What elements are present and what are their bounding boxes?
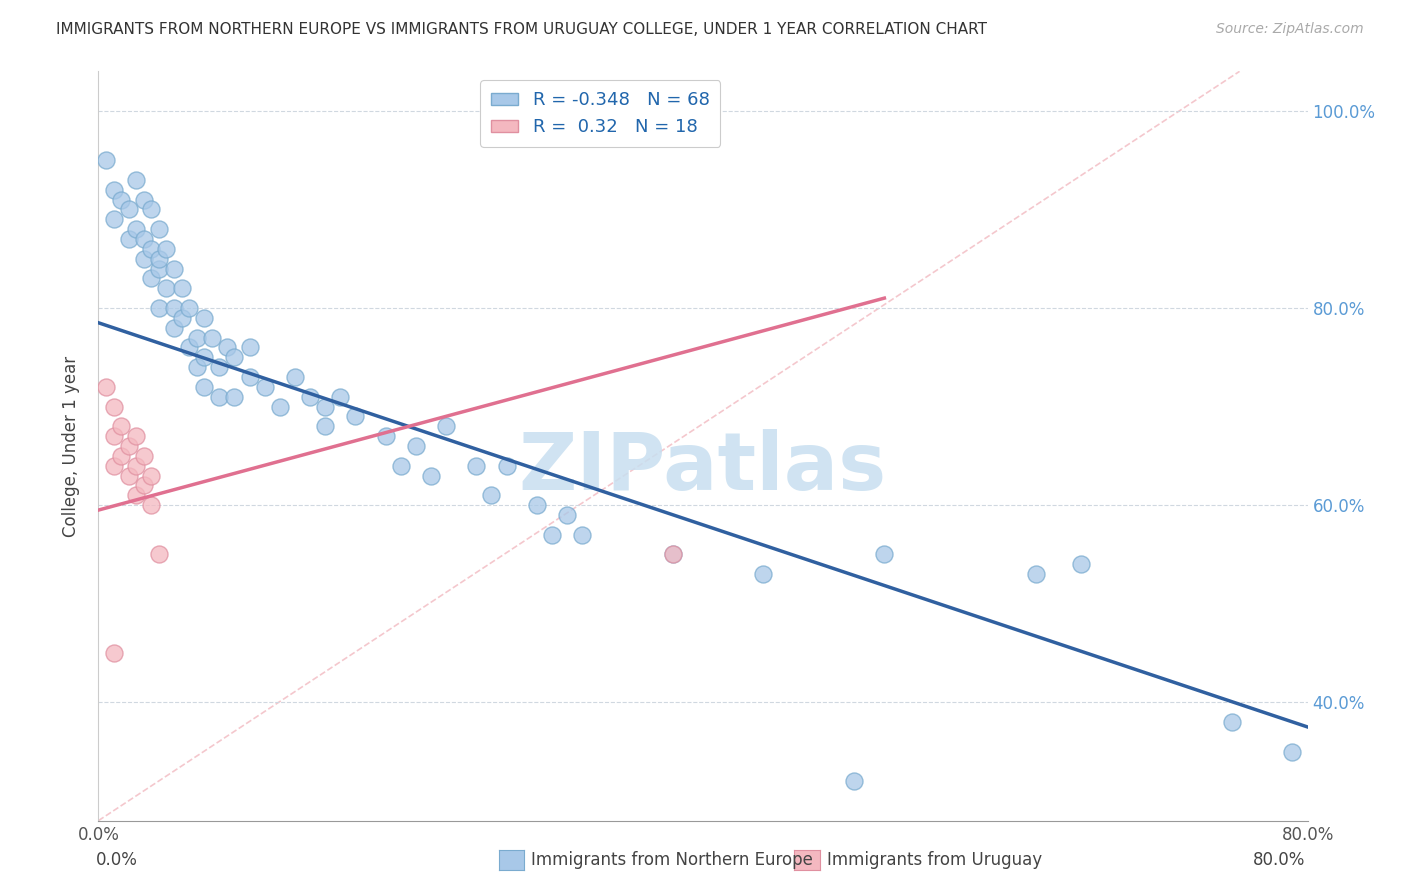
Point xyxy=(141,271,163,285)
Point xyxy=(179,301,201,315)
Point xyxy=(873,548,896,562)
Point xyxy=(110,419,132,434)
Point xyxy=(118,439,141,453)
Point xyxy=(125,458,148,473)
Point xyxy=(540,527,562,541)
Text: Source: ZipAtlas.com: Source: ZipAtlas.com xyxy=(1216,22,1364,37)
Point xyxy=(163,301,186,315)
Text: IMMIGRANTS FROM NORTHERN EUROPE VS IMMIGRANTS FROM URUGUAY COLLEGE, UNDER 1 YEAR: IMMIGRANTS FROM NORTHERN EUROPE VS IMMIG… xyxy=(56,22,987,37)
Point xyxy=(132,193,155,207)
Point xyxy=(170,281,193,295)
Point xyxy=(495,458,517,473)
Point xyxy=(141,202,163,217)
Point xyxy=(103,400,125,414)
Point xyxy=(239,340,262,354)
Point xyxy=(148,222,170,236)
Point xyxy=(526,498,548,512)
Point xyxy=(148,301,170,315)
Point xyxy=(179,340,201,354)
Point xyxy=(155,281,177,295)
Text: ZIPatlas: ZIPatlas xyxy=(519,429,887,508)
Point xyxy=(374,429,396,443)
Point xyxy=(141,468,163,483)
Point xyxy=(125,488,148,502)
Point xyxy=(193,380,215,394)
Y-axis label: College, Under 1 year: College, Under 1 year xyxy=(62,355,80,537)
Point xyxy=(314,400,336,414)
Point xyxy=(118,202,141,217)
Point xyxy=(269,400,291,414)
Point xyxy=(103,212,125,227)
Point xyxy=(110,193,132,207)
Point xyxy=(571,527,593,541)
Point xyxy=(481,488,503,502)
Point xyxy=(132,232,155,246)
Point xyxy=(132,252,155,266)
Point xyxy=(329,390,352,404)
Point xyxy=(186,330,208,344)
Point xyxy=(110,449,132,463)
Point xyxy=(163,261,186,276)
Point xyxy=(434,419,457,434)
Point xyxy=(186,360,208,375)
Point xyxy=(1281,745,1303,759)
Point xyxy=(148,252,170,266)
Point xyxy=(141,242,163,256)
Point xyxy=(125,173,148,187)
Point xyxy=(155,242,177,256)
Point xyxy=(148,261,170,276)
Point xyxy=(132,449,155,463)
Point xyxy=(344,409,367,424)
Point xyxy=(314,419,336,434)
Text: Immigrants from Uruguay: Immigrants from Uruguay xyxy=(827,851,1042,869)
Point xyxy=(224,390,246,404)
Point xyxy=(1220,714,1243,729)
Point xyxy=(193,351,215,365)
Point xyxy=(208,390,231,404)
Point xyxy=(103,429,125,443)
Point xyxy=(224,351,246,365)
Point xyxy=(661,548,683,562)
Text: Immigrants from Northern Europe: Immigrants from Northern Europe xyxy=(531,851,813,869)
Point xyxy=(103,646,125,660)
Text: 80.0%: 80.0% xyxy=(1253,851,1305,869)
Point xyxy=(163,320,186,334)
Point xyxy=(103,458,125,473)
Point xyxy=(94,153,117,167)
Point xyxy=(284,370,307,384)
Point xyxy=(752,567,775,582)
Point xyxy=(465,458,488,473)
Point xyxy=(208,360,231,375)
Point xyxy=(1070,558,1092,572)
Point xyxy=(420,468,443,483)
Point xyxy=(118,468,141,483)
Point xyxy=(132,478,155,492)
Point xyxy=(253,380,276,394)
Point xyxy=(94,380,117,394)
Point xyxy=(148,548,170,562)
Point xyxy=(239,370,262,384)
Point xyxy=(141,498,163,512)
Point xyxy=(215,340,238,354)
Point xyxy=(661,548,683,562)
Point xyxy=(193,310,215,325)
Point xyxy=(555,508,578,522)
Point xyxy=(405,439,427,453)
Point xyxy=(118,232,141,246)
Point xyxy=(1024,567,1046,582)
Text: 0.0%: 0.0% xyxy=(96,851,138,869)
Point xyxy=(201,330,224,344)
Point xyxy=(389,458,412,473)
Point xyxy=(299,390,322,404)
Legend: R = -0.348   N = 68, R =  0.32   N = 18: R = -0.348 N = 68, R = 0.32 N = 18 xyxy=(481,80,720,147)
Point xyxy=(125,429,148,443)
Point xyxy=(125,222,148,236)
Point xyxy=(844,774,866,789)
Point xyxy=(170,310,193,325)
Point xyxy=(103,183,125,197)
